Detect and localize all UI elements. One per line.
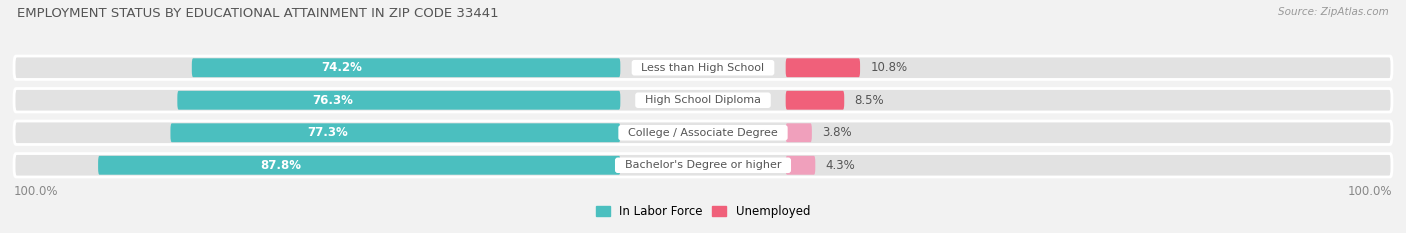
Text: 10.8%: 10.8% [870, 61, 907, 74]
Text: Bachelor's Degree or higher: Bachelor's Degree or higher [617, 160, 789, 170]
Text: 8.5%: 8.5% [855, 94, 884, 107]
Legend: In Labor Force, Unemployed: In Labor Force, Unemployed [591, 200, 815, 223]
Text: 100.0%: 100.0% [1347, 185, 1392, 199]
Text: High School Diploma: High School Diploma [638, 95, 768, 105]
FancyBboxPatch shape [14, 56, 1392, 79]
Text: College / Associate Degree: College / Associate Degree [621, 128, 785, 138]
FancyBboxPatch shape [786, 58, 860, 77]
FancyBboxPatch shape [786, 156, 815, 175]
FancyBboxPatch shape [14, 154, 1392, 177]
FancyBboxPatch shape [786, 123, 811, 142]
FancyBboxPatch shape [98, 156, 620, 175]
Text: 76.3%: 76.3% [312, 94, 353, 107]
Text: 87.8%: 87.8% [260, 159, 301, 172]
Text: Source: ZipAtlas.com: Source: ZipAtlas.com [1278, 7, 1389, 17]
Text: EMPLOYMENT STATUS BY EDUCATIONAL ATTAINMENT IN ZIP CODE 33441: EMPLOYMENT STATUS BY EDUCATIONAL ATTAINM… [17, 7, 499, 20]
FancyBboxPatch shape [177, 91, 620, 110]
Text: 100.0%: 100.0% [14, 185, 59, 199]
FancyBboxPatch shape [14, 89, 1392, 112]
Text: 4.3%: 4.3% [825, 159, 855, 172]
Text: 77.3%: 77.3% [308, 126, 349, 139]
Text: Less than High School: Less than High School [634, 63, 772, 73]
Text: 3.8%: 3.8% [823, 126, 852, 139]
FancyBboxPatch shape [14, 121, 1392, 144]
FancyBboxPatch shape [786, 91, 844, 110]
FancyBboxPatch shape [191, 58, 620, 77]
Text: 74.2%: 74.2% [322, 61, 363, 74]
FancyBboxPatch shape [170, 123, 620, 142]
